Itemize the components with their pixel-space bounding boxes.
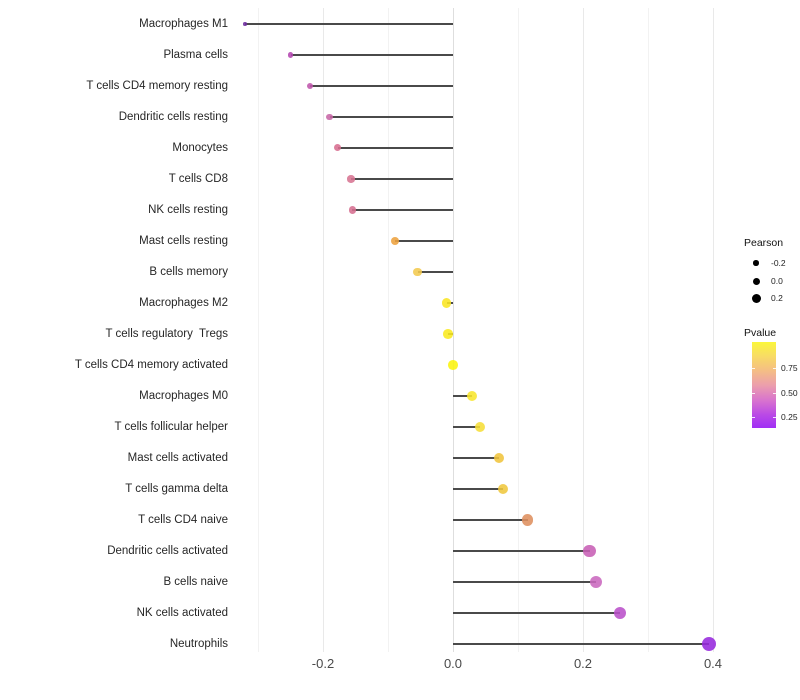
y-axis-label: T cells CD4 memory activated xyxy=(74,359,228,371)
data-point-dot xyxy=(306,82,314,90)
gridline xyxy=(452,8,454,652)
color-legend-tick xyxy=(752,393,755,394)
lollipop-stem xyxy=(453,519,528,521)
lollipop-stem xyxy=(245,23,453,25)
data-point-dot xyxy=(475,421,486,433)
lollipop-stem xyxy=(352,209,453,211)
size-legend-title: Pearson xyxy=(744,237,784,249)
y-axis-label: Dendritic cells activated xyxy=(107,545,228,557)
size-legend-label: -0.2 xyxy=(771,258,786,268)
gridline xyxy=(387,8,389,652)
size-legend-label: 0.2 xyxy=(771,293,783,303)
y-axis-label: B cells memory xyxy=(149,266,228,278)
y-axis-label: T cells gamma delta xyxy=(125,483,228,495)
lollipop-stem xyxy=(453,550,590,552)
color-legend-label: 0.50 xyxy=(781,388,798,398)
color-legend-tick xyxy=(752,368,755,369)
lollipop-stem xyxy=(453,643,710,645)
y-axis-label: T cells regulatory Tregs xyxy=(105,328,228,340)
data-point-dot xyxy=(442,329,453,339)
y-axis-label: Mast cells resting xyxy=(139,235,228,247)
y-axis-label: T cells CD4 memory resting xyxy=(86,80,228,92)
data-point-dot xyxy=(448,360,458,370)
y-axis-label: T cells CD4 naive xyxy=(138,514,228,526)
x-axis-tick-label: 0.2 xyxy=(573,656,593,671)
gridline xyxy=(647,8,649,652)
lollipop-stem xyxy=(453,612,621,614)
data-point-dot xyxy=(522,514,534,526)
y-axis-label: T cells CD8 xyxy=(168,173,228,185)
y-axis-label: Monocytes xyxy=(172,142,228,154)
size-legend-dot xyxy=(751,293,761,303)
lollipop-stem xyxy=(417,271,453,273)
color-legend-title: Pvalue xyxy=(744,327,777,339)
data-point-dot xyxy=(613,606,627,620)
y-axis-label: Macrophages M2 xyxy=(139,297,228,309)
size-legend-label: 0.0 xyxy=(771,276,783,286)
x-axis-tick-label: 0.4 xyxy=(703,656,723,671)
data-point-dot xyxy=(441,298,452,308)
lollipop-stem xyxy=(310,85,453,87)
data-point-dot xyxy=(589,575,603,589)
lollipop-stem xyxy=(453,457,500,459)
data-point-dot xyxy=(493,452,505,464)
y-axis-label: Macrophages M1 xyxy=(139,18,228,30)
y-axis-label: Neutrophils xyxy=(169,638,228,650)
color-legend-tick xyxy=(752,417,755,418)
color-legend-tick xyxy=(773,368,776,369)
data-point-dot xyxy=(390,236,400,246)
data-point-dot xyxy=(583,544,596,558)
lollipop-stem xyxy=(329,116,453,118)
size-legend-dot xyxy=(752,277,760,285)
data-point-dot xyxy=(334,144,342,152)
gridline xyxy=(582,8,584,652)
data-point-dot xyxy=(348,206,356,214)
color-gradient-bar xyxy=(752,342,776,428)
lollipop-stem xyxy=(453,395,472,397)
size-legend-dot xyxy=(753,260,759,266)
color-legend-label: 0.25 xyxy=(781,412,798,422)
data-point-dot xyxy=(702,637,717,651)
data-point-dot xyxy=(413,267,423,277)
y-axis-label: NK cells resting xyxy=(148,204,228,216)
lollipop-stem xyxy=(453,488,504,490)
y-axis-label: B cells naive xyxy=(163,576,228,588)
data-point-dot xyxy=(347,175,355,183)
gridline xyxy=(257,8,259,652)
color-legend-tick xyxy=(773,393,776,394)
lollipop-stem xyxy=(453,581,596,583)
y-axis-label: Dendritic cells resting xyxy=(118,111,228,123)
gridline xyxy=(322,8,324,652)
y-axis-label: Mast cells activated xyxy=(127,452,228,464)
lollipop-stem xyxy=(453,426,481,428)
lollipop-stem xyxy=(290,54,453,56)
data-point-dot xyxy=(287,52,294,58)
x-axis-tick-label: 0.0 xyxy=(443,656,463,671)
data-point-dot xyxy=(466,390,477,402)
gridline xyxy=(712,8,714,652)
gridline xyxy=(517,8,519,652)
lollipop-stem xyxy=(350,178,453,180)
data-point-dot xyxy=(497,483,509,495)
y-axis-label: T cells follicular helper xyxy=(114,421,228,433)
y-axis-label: Macrophages M0 xyxy=(139,390,228,402)
x-axis-tick-label: -0.2 xyxy=(311,656,335,671)
lollipop-stem xyxy=(337,147,453,149)
color-legend-tick xyxy=(773,417,776,418)
lollipop-stem xyxy=(395,240,453,242)
data-point-dot xyxy=(243,22,247,26)
y-axis-label: Plasma cells xyxy=(163,49,228,61)
color-legend-label: 0.75 xyxy=(781,363,798,373)
data-point-dot xyxy=(326,113,333,121)
y-axis-label: NK cells activated xyxy=(136,607,228,619)
